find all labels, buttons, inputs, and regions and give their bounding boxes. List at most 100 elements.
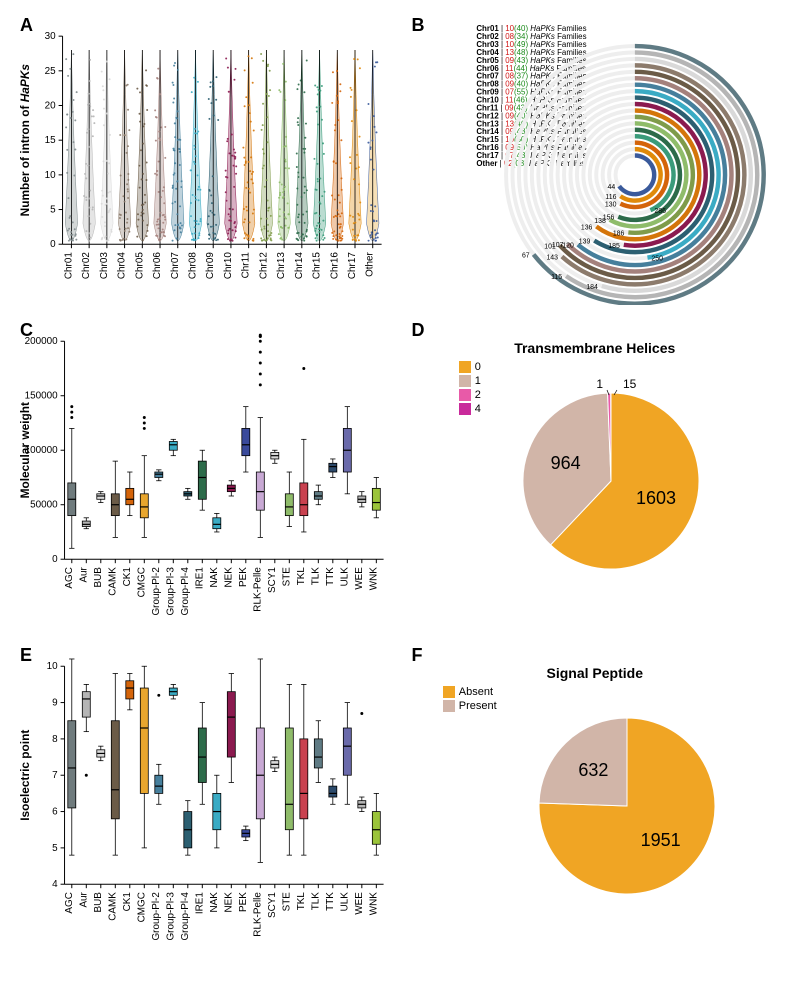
panel-b-chart: Chr01 | 10(40) HaPKs FamiliesChr02 | 08(… (407, 15, 784, 305)
svg-text:Chr14: Chr14 (294, 252, 305, 279)
panel-e-chart: 45678910Isoelectric pointAGCAurBUBCAMKCK… (15, 645, 392, 955)
panel-b-label: B (412, 15, 425, 36)
svg-text:Chr16: Chr16 (329, 252, 340, 279)
svg-text:139: 139 (578, 239, 590, 246)
legend-item: 1 (459, 375, 481, 387)
svg-text:Chr11: Chr11 (241, 252, 252, 279)
panel-c-label: C (20, 320, 33, 341)
svg-text:6: 6 (52, 807, 58, 818)
svg-text:Group-Pl-2: Group-Pl-2 (151, 567, 162, 615)
svg-text:STE: STE (281, 567, 292, 587)
svg-text:184: 184 (586, 284, 598, 291)
svg-text:Group-Pl-3: Group-Pl-3 (165, 892, 176, 941)
svg-text:AGC: AGC (64, 567, 75, 588)
figure-grid: A 051015202530Number of intron of HaPKsC… (15, 15, 783, 955)
svg-text:BUB: BUB (93, 892, 104, 913)
svg-text:Chr06: Chr06 (152, 252, 163, 279)
panel-e-label: E (20, 645, 32, 666)
svg-text:SCY1: SCY1 (267, 567, 278, 593)
svg-text:632: 632 (578, 760, 608, 780)
panel-d-legend: 0 1 2 4 (459, 361, 481, 417)
svg-text:Group-Pl-3: Group-Pl-3 (165, 567, 176, 616)
svg-text:Chr07: Chr07 (170, 252, 181, 279)
svg-text:130: 130 (604, 202, 616, 209)
svg-text:WEE: WEE (354, 892, 365, 915)
svg-text:WNK: WNK (368, 892, 379, 915)
legend-item: 0 (459, 361, 481, 373)
svg-text:Chr03: Chr03 (99, 252, 110, 279)
svg-text:Number of intron of HaPKs: Number of intron of HaPKs (18, 64, 32, 217)
svg-text:7: 7 (52, 770, 58, 781)
legend-item: Present (443, 700, 497, 712)
svg-text:TLK: TLK (310, 892, 321, 911)
legend-item: 4 (459, 403, 481, 415)
svg-text:Group-Pl-4: Group-Pl-4 (180, 567, 191, 616)
svg-text:NEK: NEK (223, 892, 234, 913)
svg-text:Molecular weight: Molecular weight (18, 402, 32, 498)
svg-text:Group-Pl-4: Group-Pl-4 (180, 892, 191, 941)
svg-text:Chr10: Chr10 (223, 252, 234, 279)
svg-text:Chr01: Chr01 (63, 252, 74, 279)
svg-text:8: 8 (52, 734, 58, 745)
svg-text:Chr09: Chr09 (205, 252, 216, 279)
svg-text:150000: 150000 (25, 391, 59, 402)
svg-text:136: 136 (580, 224, 592, 231)
panel-f-container: Signal Peptide Absent Present 1951 632 (407, 645, 784, 906)
svg-text:15: 15 (623, 377, 637, 391)
legend-label: Absent (459, 686, 493, 698)
svg-text:4: 4 (52, 879, 58, 890)
svg-text:NAK: NAK (209, 892, 220, 913)
svg-text:Chr15: Chr15 (312, 252, 323, 279)
svg-text:Chr02: Chr02 (81, 252, 92, 279)
svg-text:115: 115 (551, 274, 562, 281)
svg-text:Chr05: Chr05 (134, 252, 145, 279)
svg-text:Chr04: Chr04 (117, 252, 128, 279)
svg-text:120: 120 (562, 243, 574, 250)
svg-text:185: 185 (608, 243, 620, 250)
panel-f-label: F (412, 645, 423, 666)
svg-text:CAMK: CAMK (107, 892, 118, 921)
panel-b: B Chr01 | 10(40) HaPKs FamiliesChr02 | 0… (407, 15, 784, 305)
panel-a: A 051015202530Number of intron of HaPKsC… (15, 15, 392, 305)
svg-text:10: 10 (45, 170, 57, 181)
svg-text:Group-Pl-2: Group-Pl-2 (151, 892, 162, 940)
svg-text:TKL: TKL (296, 892, 307, 911)
svg-text:286: 286 (654, 208, 666, 215)
svg-text:WEE: WEE (354, 567, 365, 590)
svg-text:CMGC: CMGC (136, 567, 147, 597)
svg-text:TTK: TTK (325, 892, 336, 911)
panel-d-container: Transmembrane Helices 0124 1603964115 (407, 320, 784, 581)
svg-text:RLK-Pelle: RLK-Pelle (252, 567, 263, 612)
svg-text:NEK: NEK (223, 567, 234, 588)
svg-text:Chr12: Chr12 (258, 252, 269, 279)
svg-text:SCY1: SCY1 (267, 892, 278, 918)
svg-text:TKL: TKL (296, 567, 307, 586)
svg-text:IRE1: IRE1 (194, 892, 205, 914)
svg-text:67: 67 (521, 252, 529, 259)
svg-text:250: 250 (651, 256, 663, 263)
svg-text:TLK: TLK (310, 567, 321, 586)
svg-text:PEK: PEK (238, 892, 249, 912)
panel-f-title: Signal Peptide (547, 665, 643, 681)
legend-item: 2 (459, 389, 481, 401)
svg-text:Aur: Aur (78, 566, 89, 582)
panel-d: D Transmembrane Helices 0124 1603964115 (407, 320, 784, 630)
svg-text:CMGC: CMGC (136, 892, 147, 922)
svg-text:10: 10 (47, 661, 59, 672)
svg-text:156: 156 (602, 215, 614, 222)
svg-text:5: 5 (52, 843, 58, 854)
svg-text:ULK: ULK (339, 892, 350, 912)
panel-d-pie: 1603964115 (481, 361, 731, 581)
svg-text:1951: 1951 (640, 830, 680, 850)
panel-e: E 45678910Isoelectric pointAGCAurBUBCAMK… (15, 645, 392, 955)
svg-text:44: 44 (607, 184, 615, 191)
panel-c: C 050000100000150000200000Molecular weig… (15, 320, 392, 630)
svg-text:IRE1: IRE1 (194, 567, 205, 589)
svg-text:BUB: BUB (93, 567, 104, 588)
svg-text:WNK: WNK (368, 567, 379, 590)
panel-d-label: D (412, 320, 425, 341)
svg-text:186: 186 (612, 230, 624, 237)
svg-text:ULK: ULK (339, 567, 350, 587)
svg-text:116: 116 (605, 194, 616, 201)
svg-text:25: 25 (45, 66, 57, 77)
